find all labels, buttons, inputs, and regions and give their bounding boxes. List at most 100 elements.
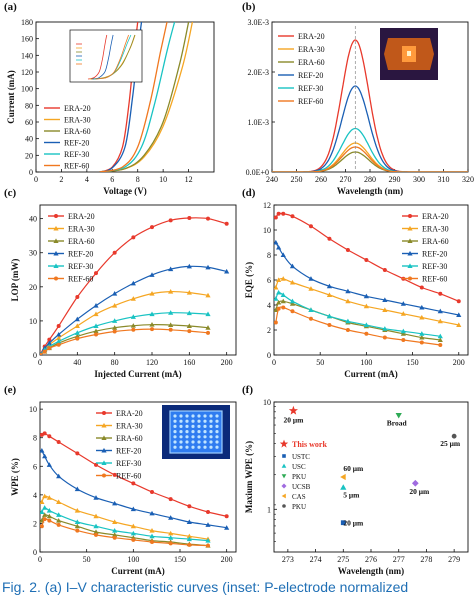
- axes-c: 0 40 80 120 160 200 0 10 20 30 40 Injected Current …: [10, 204, 237, 379]
- data-point: [47, 346, 52, 351]
- point-annotation: 20 μm: [409, 487, 430, 496]
- data-point: [205, 311, 211, 317]
- led-dot: [203, 440, 207, 444]
- data-point: [276, 277, 282, 282]
- data-point: [40, 509, 45, 514]
- x-tick-label: 278: [420, 555, 432, 564]
- data-point: [101, 447, 107, 453]
- x-tick-label: 200: [221, 358, 233, 367]
- data-point: [112, 250, 117, 255]
- data-point: [131, 235, 136, 240]
- data-point: [282, 504, 286, 508]
- data-point: [101, 460, 107, 465]
- data-point: [281, 493, 286, 499]
- x-tick-label: 100: [127, 555, 139, 564]
- data-point: [56, 517, 62, 523]
- data-point: [419, 314, 425, 320]
- data-point: [382, 307, 388, 312]
- data-point: [280, 252, 286, 257]
- legend-label: ERA-60: [298, 58, 325, 67]
- y-tick-label: 10: [29, 317, 37, 326]
- y-tick-label: 1.0E-3: [247, 118, 269, 127]
- data-point: [274, 284, 279, 290]
- led-dot: [173, 419, 177, 423]
- legend-label: REF-30: [422, 262, 447, 271]
- data-point: [364, 331, 369, 336]
- x-tick-label: 280: [364, 175, 376, 184]
- x-tick-label: 50: [316, 358, 324, 367]
- data-point: [112, 329, 117, 334]
- series-line: [99, 22, 176, 172]
- panel-label: (a): [4, 1, 17, 13]
- data-point: [101, 422, 107, 428]
- axes-e: 0 50 100 150 200 0 2 4 6 8 10 Current (mA) WPE (%) ER…: [10, 401, 237, 576]
- led-dot: [173, 430, 177, 434]
- series-line: [99, 22, 168, 172]
- data-point: [276, 244, 282, 250]
- x-tick-label: 200: [453, 358, 465, 367]
- data-point: [131, 327, 136, 332]
- data-point: [75, 528, 80, 533]
- data-point: [276, 289, 282, 295]
- led-dot: [191, 430, 195, 434]
- led-dot: [179, 445, 183, 449]
- point-annotation: Broad: [387, 418, 408, 427]
- data-point: [274, 215, 278, 220]
- x-axis-title: Injected Current (mA): [94, 369, 181, 379]
- x-tick-label: 160: [183, 358, 195, 367]
- x-tick-label: 270: [340, 175, 352, 184]
- data-point: [308, 316, 313, 321]
- data-point: [54, 214, 58, 218]
- data-point: [408, 214, 412, 218]
- plot-area: [99, 22, 194, 172]
- data-point: [187, 542, 192, 547]
- data-point: [47, 518, 52, 523]
- data-point: [308, 276, 314, 281]
- point-annotation: 25 μm: [440, 439, 461, 448]
- data-point: [42, 453, 48, 459]
- data-point: [75, 295, 80, 300]
- data-point: [149, 533, 155, 539]
- data-point: [382, 335, 387, 340]
- data-point: [40, 353, 42, 355]
- legend-label: ERA-30: [116, 422, 143, 431]
- led-dot: [209, 424, 213, 428]
- data-point: [112, 535, 117, 540]
- data-point: [206, 510, 210, 514]
- data-point: [168, 327, 173, 332]
- data-point: [42, 431, 47, 436]
- panel-label: (f): [242, 384, 253, 396]
- x-tick-label: 200: [221, 555, 233, 564]
- data-point: [419, 285, 424, 290]
- data-point: [205, 292, 211, 298]
- y-tick-label: 0: [29, 168, 33, 177]
- y-axis-title: LOP (mW): [10, 259, 20, 302]
- legend-label: REF-60: [116, 472, 141, 481]
- data-point: [149, 291, 155, 296]
- data-point: [150, 490, 154, 494]
- data-point: [53, 263, 59, 268]
- data-point: [186, 323, 192, 329]
- led-dot: [203, 424, 207, 428]
- data-point: [131, 481, 136, 486]
- led-dot: [209, 445, 213, 449]
- data-point: [47, 434, 52, 439]
- data-point: [74, 519, 80, 524]
- y-tick-label: 3.0E-3: [247, 18, 269, 27]
- plot-area: [40, 431, 230, 548]
- data-point: [93, 328, 99, 334]
- led-dot: [191, 440, 195, 444]
- data-point: [276, 306, 281, 311]
- data-point: [437, 308, 443, 314]
- data-point: [94, 532, 98, 537]
- legend-label: REF-30: [64, 150, 89, 159]
- data-point: [130, 530, 136, 536]
- data-point: [400, 331, 406, 336]
- y-tick-label: 80: [25, 101, 33, 110]
- data-point: [112, 318, 118, 323]
- data-point: [186, 290, 192, 295]
- data-point: [46, 462, 52, 467]
- x-axis-title: Current (mA): [111, 566, 165, 576]
- inset-line: [95, 34, 129, 80]
- y-tick-label: 30: [29, 249, 37, 258]
